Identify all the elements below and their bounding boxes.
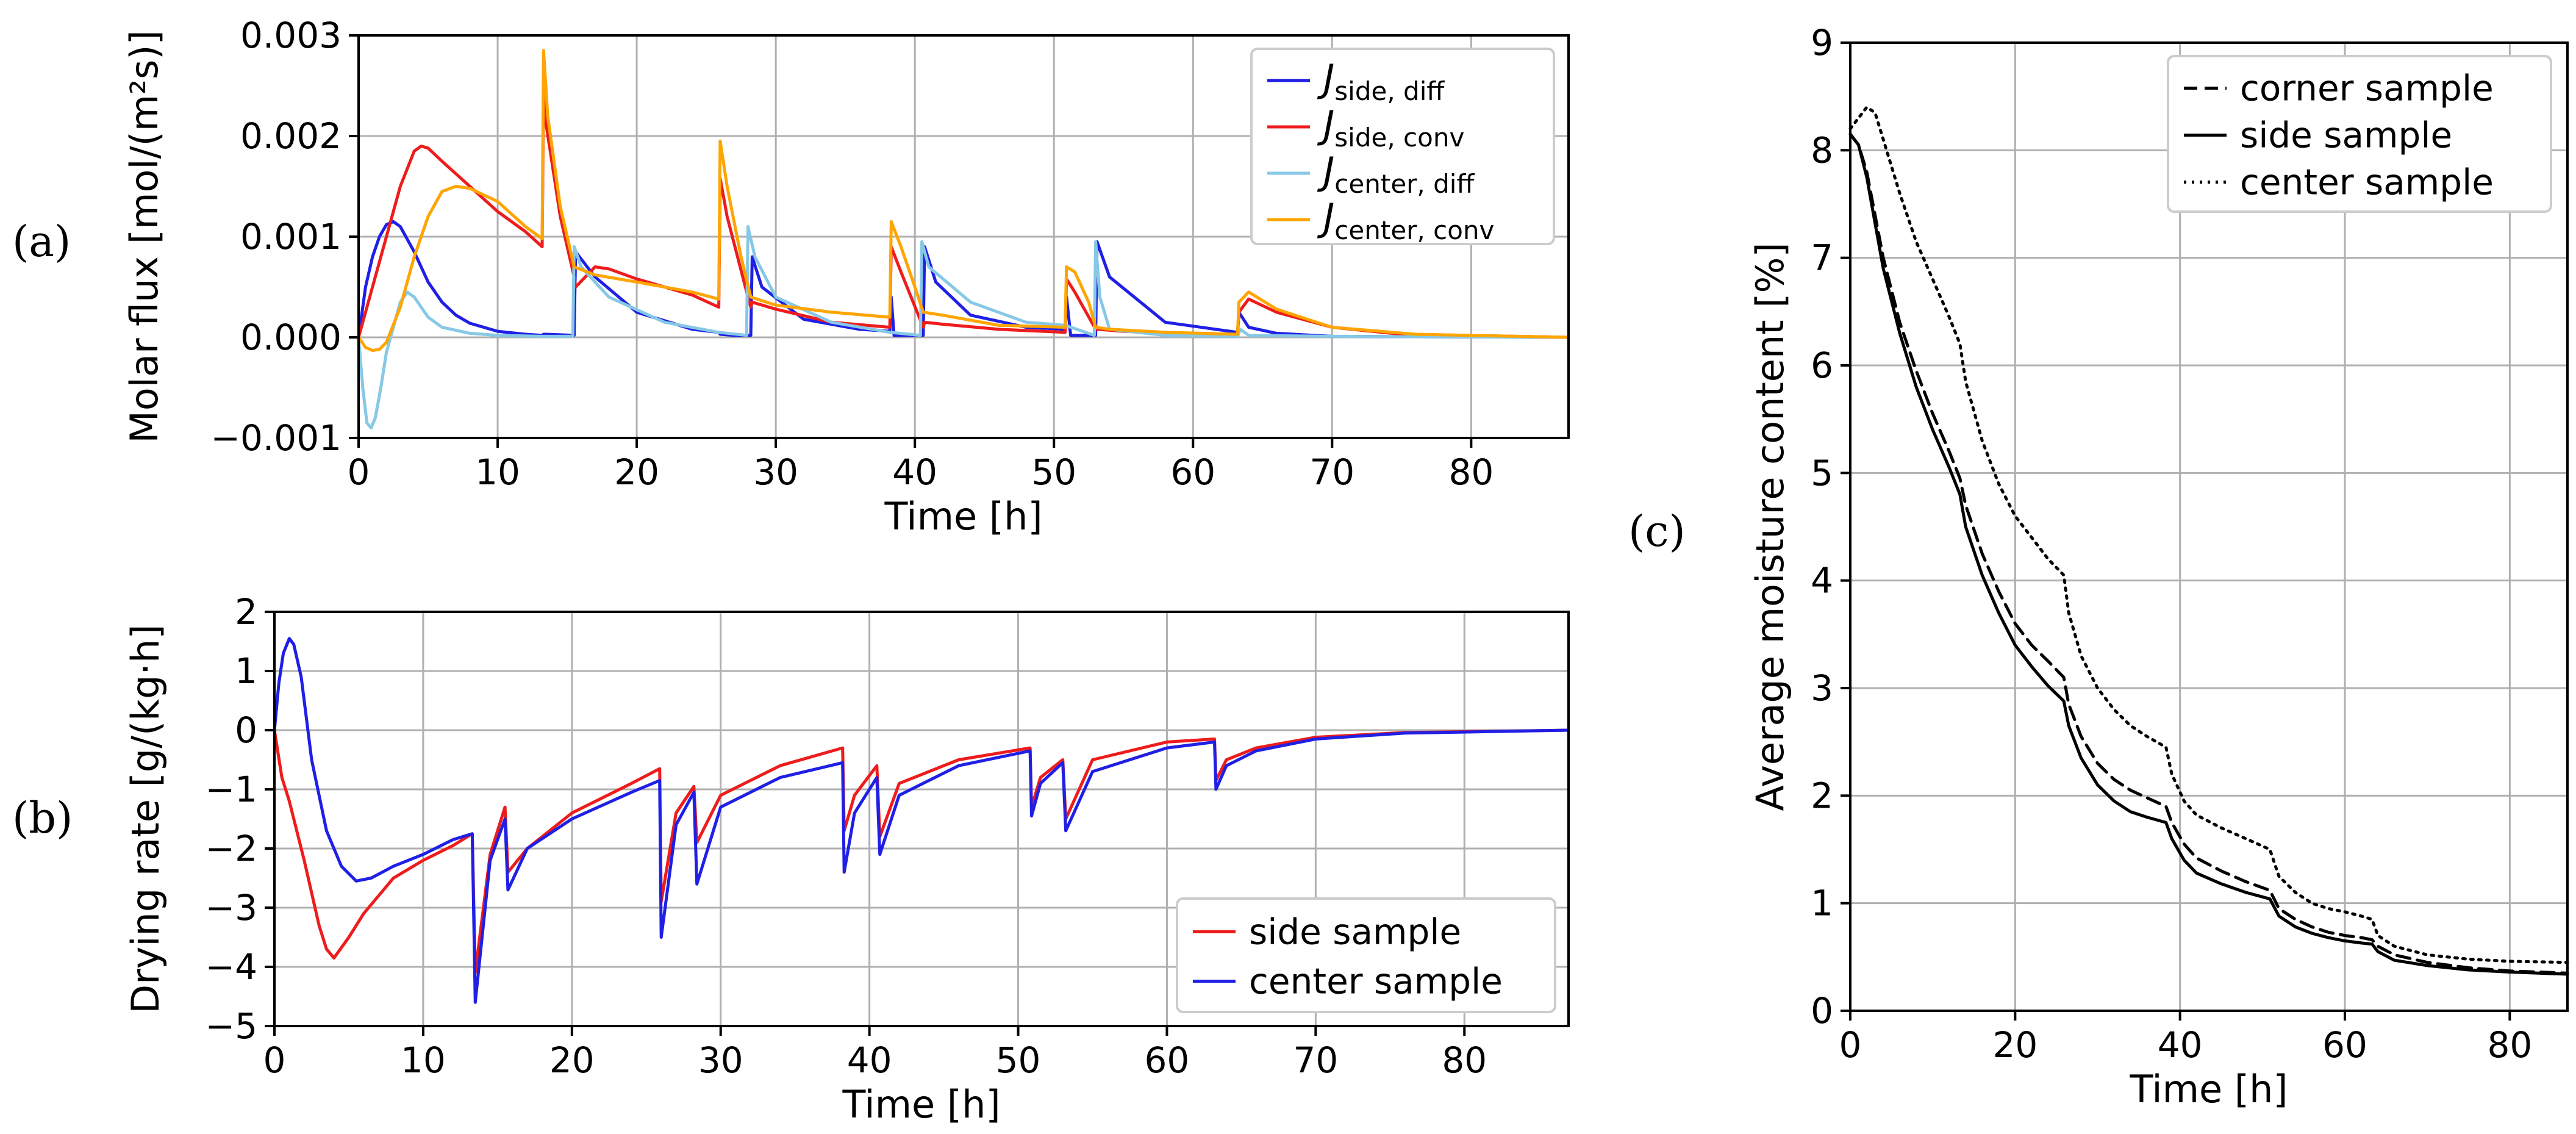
chart-c-ytick-label: 8 xyxy=(1811,129,1833,171)
chart-a-xtick-label: 0 xyxy=(348,451,370,493)
chart-b-ytick-label: 1 xyxy=(235,650,257,692)
chart-b-ytick-label: −1 xyxy=(206,769,258,810)
chart-b-xtick-label: 0 xyxy=(263,1039,286,1081)
chart-c-xtick-label: 80 xyxy=(2487,1024,2532,1066)
chart-c-xtick-label: 40 xyxy=(2158,1024,2203,1066)
chart-a-ytick-label: 0.002 xyxy=(240,115,342,157)
chart-b-legend: side sample center sample xyxy=(1176,897,1556,1013)
chart-c-xlabel: Time [h] xyxy=(2129,1067,2288,1111)
chart-b-xtick-label: 10 xyxy=(401,1039,446,1081)
chart-c-ytick-label: 1 xyxy=(1811,883,1833,924)
chart-c-series-1 xyxy=(1848,132,2569,976)
chart-b-ytick-label: −2 xyxy=(206,828,258,869)
chart-c-ytick-label: 6 xyxy=(1811,345,1833,386)
chart-a-ytick-label: −0.001 xyxy=(210,417,342,459)
chart-a-ylabel: Molar flux [mol/(m²s)] xyxy=(122,30,166,443)
chart-a-ytick-label: 0.001 xyxy=(240,216,342,257)
chart-b-frame xyxy=(273,611,1570,1027)
chart-b-plot-area: 0 10 20 30 40 50 60 70 80 −5 −4 −3 −2 −1 0 1 2 side sampl… xyxy=(206,591,1570,1081)
chart-a-legend-box xyxy=(1250,48,1555,245)
chart-c-xtick-label: 60 xyxy=(2322,1024,2367,1066)
chart-a: 0 10 20 30 40 50 60 70 80 −0.001 0.000 0.001 0.002 0.… xyxy=(122,15,1570,539)
chart-b-ytick-label: 2 xyxy=(235,591,257,633)
chart-a-xtick-label: 20 xyxy=(614,451,659,493)
chart-b-legend-label: side sample xyxy=(1249,911,1461,953)
chart-c-ytick-label: 2 xyxy=(1811,775,1833,816)
chart-a-legend-sublabel: side, conv xyxy=(1334,123,1464,153)
chart-a-legend-sublabel: center, conv xyxy=(1334,215,1494,245)
chart-a-xtick-label: 70 xyxy=(1309,451,1354,493)
panel-label-c: (c) xyxy=(1628,506,1686,556)
chart-c-ytick-label: 7 xyxy=(1811,237,1833,279)
chart-c-ytick-label: 4 xyxy=(1811,560,1833,601)
chart-c-plot-area: 0 20 40 60 80 0 1 2 3 4 5 6 7 8 9 corner sample side sam… xyxy=(1811,22,2569,1066)
chart-b: 0 10 20 30 40 50 60 70 80 −5 −4 −3 −2 −1 0 1 2 side sampl… xyxy=(123,591,1570,1127)
chart-a-ytick-label: 0.003 xyxy=(240,15,342,56)
chart-a-legend-sublabel: side, diff xyxy=(1334,76,1445,106)
chart-c-legend-box xyxy=(2167,55,2552,213)
chart-a-xtick-label: 60 xyxy=(1170,451,1215,493)
panel-label-a: (a) xyxy=(12,217,71,267)
chart-a-frame xyxy=(357,34,1570,439)
chart-c-ytick-label: 0 xyxy=(1811,990,1833,1032)
chart-a-series-3 xyxy=(357,49,1570,352)
chart-a-xtick-label: 50 xyxy=(1031,451,1076,493)
chart-a-xlabel: Time [h] xyxy=(884,494,1042,539)
chart-c-xtick-label: 0 xyxy=(1839,1024,1862,1066)
chart-b-legend-box xyxy=(1176,897,1556,1013)
chart-c-ytick-label: 3 xyxy=(1811,667,1833,709)
chart-a-xtick-label: 80 xyxy=(1448,451,1494,493)
chart-b-xtick-label: 80 xyxy=(1442,1039,1487,1081)
chart-b-legend-label: center sample xyxy=(1249,961,1503,1002)
chart-b-xlabel: Time [h] xyxy=(842,1082,1000,1127)
chart-c-ylabel: Average moisture content [%] xyxy=(1748,242,1792,811)
chart-b-xtick-label: 20 xyxy=(549,1039,595,1081)
chart-b-ytick-label: −4 xyxy=(206,946,258,988)
chart-a-xtick-label: 40 xyxy=(892,451,937,493)
chart-b-ytick-label: 0 xyxy=(235,709,257,751)
chart-c-legend-label: center sample xyxy=(2240,162,2494,203)
chart-b-ylabel: Drying rate [g/(kg·h] xyxy=(123,624,168,1013)
chart-a-plot-area: 0 10 20 30 40 50 60 70 80 −0.001 0.000 0.001 0.002 0.… xyxy=(210,15,1570,493)
chart-a-legend-sublabel: center, diff xyxy=(1334,169,1475,199)
chart-c-legend-label: side sample xyxy=(2240,115,2452,156)
chart-c-ytick-label: 5 xyxy=(1811,452,1833,493)
chart-b-xtick-label: 40 xyxy=(847,1039,892,1081)
chart-c-series-2 xyxy=(1848,106,2569,964)
chart-b-xtick-label: 50 xyxy=(996,1039,1041,1081)
chart-c-series-0 xyxy=(1848,132,2569,975)
chart-b-ytick-label: −3 xyxy=(206,887,258,928)
chart-c-legend: corner sample side sample center sample xyxy=(2167,55,2552,213)
chart-b-series-1 xyxy=(273,637,1570,1004)
chart-c-legend-label: corner sample xyxy=(2240,68,2494,109)
chart-c: 0 20 40 60 80 0 1 2 3 4 5 6 7 8 9 corner sample side sam… xyxy=(1748,22,2569,1111)
chart-c-ytick-label: 9 xyxy=(1811,22,1833,63)
chart-c-xtick-label: 20 xyxy=(1992,1024,2038,1066)
chart-b-xtick-label: 70 xyxy=(1293,1039,1338,1081)
chart-b-xtick-label: 30 xyxy=(698,1039,743,1081)
chart-a-xtick-label: 30 xyxy=(753,451,798,493)
chart-b-ytick-label: −5 xyxy=(206,1005,258,1047)
panel-label-b: (b) xyxy=(12,793,73,843)
chart-a-ytick-label: 0.000 xyxy=(240,317,342,358)
chart-a-xtick-label: 10 xyxy=(475,451,520,493)
chart-c-frame xyxy=(1849,41,2569,1012)
chart-b-xtick-label: 60 xyxy=(1145,1039,1190,1081)
